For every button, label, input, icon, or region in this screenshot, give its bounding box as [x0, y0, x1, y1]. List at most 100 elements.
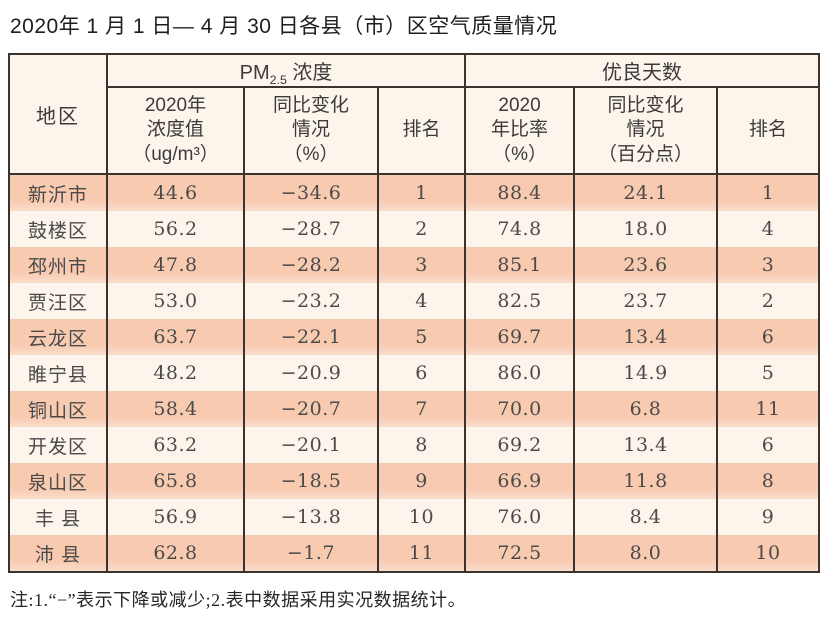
region-cell: 邳州市 — [8, 247, 108, 283]
good-change-cell: 24.1 — [573, 174, 719, 211]
pm-rank-cell: 11 — [376, 535, 467, 572]
good-rate-cell: 88.4 — [464, 174, 576, 211]
pm-value-cell: 56.9 — [106, 499, 245, 535]
air-quality-table: 地区 PM2.5 浓度 优良天数 2020年 浓度值 （ug/m³） 同比变化 … — [8, 53, 821, 573]
good-change-cell: 14.9 — [573, 355, 719, 391]
pm-change-cell: −1.7 — [243, 535, 379, 572]
table-row: 邳州市 47.8 −28.2 3 85.1 23.6 3 — [8, 247, 821, 283]
good-rate-cell: 66.9 — [464, 463, 576, 499]
good-rate-cell: 69.7 — [464, 319, 576, 355]
pm-value-cell: 58.4 — [106, 391, 245, 427]
region-cell: 沛 县 — [8, 535, 108, 572]
pm-rank-cell: 9 — [376, 463, 467, 499]
good-rank-cell: 4 — [716, 211, 821, 247]
good-change-cell: 13.4 — [573, 427, 719, 463]
pm-rank-cell: 10 — [376, 499, 467, 535]
footnote: 注:1.“−”表示下降或减少;2.表中数据采用实况数据统计。 — [10, 590, 467, 610]
region-cell: 开发区 — [8, 427, 108, 463]
pm-change-cell: −22.1 — [243, 319, 379, 355]
region-cell: 新沂市 — [8, 174, 108, 211]
col-group-good-days: 优良天数 — [464, 54, 821, 88]
table-row: 睢宁县 48.2 −20.9 6 86.0 14.9 5 — [8, 355, 821, 391]
page-title: 2020年 1 月 1 日— 4 月 30 日各县（市）区空气质量情况 — [10, 15, 558, 38]
good-change-cell: 8.0 — [573, 535, 719, 572]
good-rank-cell: 8 — [716, 463, 821, 499]
table-row: 新沂市 44.6 −34.6 1 88.4 24.1 1 — [8, 174, 821, 211]
table-row: 沛 县 62.8 −1.7 11 72.5 8.0 10 — [8, 535, 821, 572]
col-header-region: 地区 — [8, 54, 108, 175]
table-body: 新沂市 44.6 −34.6 1 88.4 24.1 1 鼓楼区 56.2 −28.7 2 74.8 1… — [8, 174, 821, 572]
region-cell: 贾汪区 — [8, 283, 108, 319]
pm-value-cell: 63.7 — [106, 319, 245, 355]
good-rank-cell: 9 — [716, 499, 821, 535]
region-cell: 丰 县 — [8, 499, 108, 535]
pm-value-cell: 53.0 — [106, 283, 245, 319]
pm-value-cell: 65.8 — [106, 463, 245, 499]
pm-change-cell: −20.1 — [243, 427, 379, 463]
pm25-label-suffix: 浓度 — [286, 62, 333, 84]
region-cell: 铜山区 — [8, 391, 108, 427]
region-cell: 鼓楼区 — [8, 211, 108, 247]
pm-value-cell: 47.8 — [106, 247, 245, 283]
col-header-pm-rank: 排名 — [376, 87, 467, 175]
good-rate-cell: 82.5 — [464, 283, 576, 319]
pm-rank-cell: 3 — [376, 247, 467, 283]
pm25-label-subscript: 2.5 — [269, 73, 287, 87]
good-rank-cell: 2 — [716, 283, 821, 319]
pm-rank-cell: 7 — [376, 391, 467, 427]
pm-change-cell: −28.7 — [243, 211, 379, 247]
good-rate-cell: 69.2 — [464, 427, 576, 463]
table-row: 铜山区 58.4 −20.7 7 70.0 6.8 11 — [8, 391, 821, 427]
good-rate-cell: 76.0 — [464, 499, 576, 535]
good-change-cell: 6.8 — [573, 391, 719, 427]
col-header-good-rate: 2020 年比率 （%） — [464, 87, 576, 175]
good-rank-cell: 5 — [716, 355, 821, 391]
good-rank-cell: 11 — [716, 391, 821, 427]
pm-value-cell: 44.6 — [106, 174, 245, 211]
good-change-cell: 13.4 — [573, 319, 719, 355]
pm-value-cell: 48.2 — [106, 355, 245, 391]
pm-value-cell: 56.2 — [106, 211, 245, 247]
good-change-cell: 23.7 — [573, 283, 719, 319]
table-row: 贾汪区 53.0 −23.2 4 82.5 23.7 2 — [8, 283, 821, 319]
col-header-good-change: 同比变化 情况 （百分点） — [573, 87, 719, 175]
good-rate-cell: 74.8 — [464, 211, 576, 247]
table-header: 地区 PM2.5 浓度 优良天数 2020年 浓度值 （ug/m³） 同比变化 … — [8, 54, 821, 175]
good-rank-cell: 1 — [716, 174, 821, 211]
pm-change-cell: −23.2 — [243, 283, 379, 319]
good-rank-cell: 6 — [716, 319, 821, 355]
good-change-cell: 8.4 — [573, 499, 719, 535]
pm-rank-cell: 8 — [376, 427, 467, 463]
pm-change-cell: −20.9 — [243, 355, 379, 391]
good-rank-cell: 3 — [716, 247, 821, 283]
pm-change-cell: −13.8 — [243, 499, 379, 535]
good-rate-cell: 85.1 — [464, 247, 576, 283]
col-group-pm25: PM2.5 浓度 — [105, 54, 467, 88]
region-cell: 云龙区 — [8, 319, 108, 355]
good-rate-cell: 72.5 — [464, 535, 576, 572]
good-change-cell: 23.6 — [573, 247, 719, 283]
pm-change-cell: −34.6 — [243, 174, 379, 211]
pm-value-cell: 62.8 — [106, 535, 245, 572]
col-header-pm-value: 2020年 浓度值 （ug/m³） — [106, 87, 245, 175]
pm-change-cell: −20.7 — [243, 391, 379, 427]
pm-rank-cell: 4 — [376, 283, 467, 319]
good-rank-cell: 10 — [716, 535, 821, 572]
pm-rank-cell: 5 — [376, 319, 467, 355]
good-change-cell: 18.0 — [573, 211, 719, 247]
good-rate-cell: 86.0 — [464, 355, 576, 391]
region-cell: 睢宁县 — [8, 355, 108, 391]
good-rank-cell: 6 — [716, 427, 821, 463]
table-row: 泉山区 65.8 −18.5 9 66.9 11.8 8 — [8, 463, 821, 499]
pm-rank-cell: 2 — [376, 211, 467, 247]
table-row: 丰 县 56.9 −13.8 10 76.0 8.4 9 — [8, 499, 821, 535]
table-row: 鼓楼区 56.2 −28.7 2 74.8 18.0 4 — [8, 211, 821, 247]
header-sub-row: 2020年 浓度值 （ug/m³） 同比变化 情况 （%） 排名 2020 年比… — [9, 87, 821, 175]
pm-rank-cell: 6 — [376, 355, 467, 391]
good-change-cell: 11.8 — [573, 463, 719, 499]
pm-change-cell: −28.2 — [243, 247, 379, 283]
pm-rank-cell: 1 — [376, 174, 467, 211]
table-row: 开发区 63.2 −20.1 8 69.2 13.4 6 — [8, 427, 821, 463]
col-header-good-rank: 排名 — [716, 87, 821, 175]
